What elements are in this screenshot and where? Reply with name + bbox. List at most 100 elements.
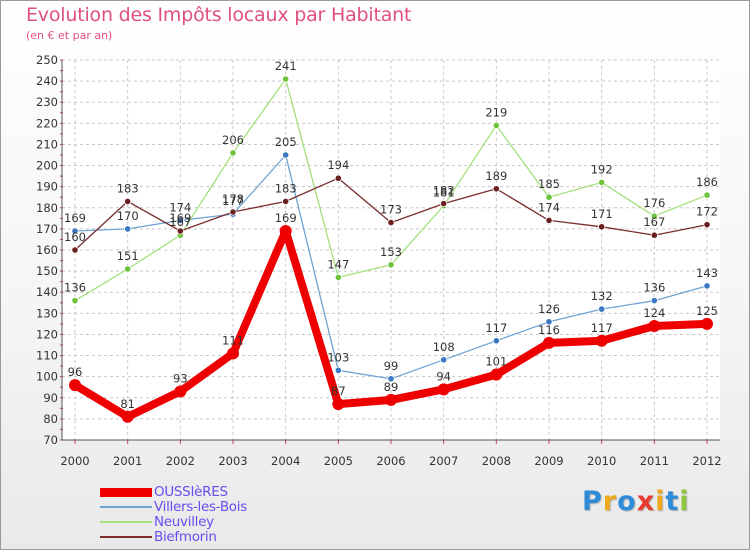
x-tick-label: 2010 (587, 454, 616, 468)
y-tick-label: 220 (36, 116, 58, 130)
y-tick-label: 160 (36, 243, 58, 257)
data-label-villers-les-bois: 99 (384, 359, 399, 373)
y-tick-label: 80 (43, 412, 58, 426)
data-point-biefmorin (124, 197, 132, 206)
x-tick-label: 2012 (692, 454, 721, 468)
data-point-villers-les-bois (650, 297, 658, 305)
data-label-biefmorin: 160 (64, 230, 86, 244)
data-point-oussi-res (490, 368, 503, 381)
x-tick-label: 2000 (60, 454, 89, 468)
logo-letter: t (665, 486, 680, 517)
legend-swatch-biefmorin (100, 536, 152, 538)
data-label-biefmorin: 182 (433, 184, 455, 198)
data-label-biefmorin: 167 (643, 215, 665, 229)
data-point-biefmorin (545, 216, 553, 225)
legend-swatch-neuvilley (100, 521, 152, 523)
data-label-biefmorin: 169 (169, 211, 191, 225)
data-label-biefmorin: 171 (591, 207, 613, 221)
data-label-neuvilley: 219 (485, 105, 507, 119)
x-tick-label: 2006 (376, 454, 405, 468)
data-point-neuvilley (492, 121, 500, 130)
data-point-neuvilley (229, 149, 237, 157)
y-tick-label: 90 (43, 391, 58, 405)
data-label-oussi-res: 169 (275, 211, 297, 225)
data-label-oussi-res: 117 (591, 321, 613, 335)
data-label-villers-les-bois: 126 (538, 302, 560, 316)
data-point-oussi-res (227, 347, 239, 360)
data-point-neuvilley (598, 178, 606, 187)
data-point-biefmorin (440, 199, 448, 208)
data-point-neuvilley (650, 212, 658, 220)
legend-label-villers-les-bois: Villers-les-Bois (154, 499, 247, 515)
x-tick-label: 2002 (166, 454, 195, 468)
y-tick-label: 230 (36, 95, 58, 109)
data-point-villers-les-bois (492, 337, 500, 345)
data-point-villers-les-bois (334, 366, 342, 374)
data-label-neuvilley: 241 (275, 59, 297, 73)
data-label-oussi-res: 124 (643, 306, 665, 320)
data-point-villers-les-bois (71, 227, 79, 235)
data-label-oussi-res: 89 (384, 380, 399, 394)
proxiti-logo: Proxiti (582, 486, 690, 517)
data-point-villers-les-bois (124, 225, 132, 233)
data-point-oussi-res (121, 410, 134, 423)
data-label-biefmorin: 172 (696, 205, 718, 219)
data-point-biefmorin (492, 185, 500, 193)
x-tick-label: 2005 (324, 454, 353, 468)
y-tick-label: 180 (36, 201, 58, 215)
data-label-neuvilley: 206 (222, 133, 244, 147)
data-point-villers-les-bois (703, 282, 711, 290)
data-label-neuvilley: 167 (169, 215, 191, 229)
y-tick-label: 190 (36, 180, 58, 194)
data-point-neuvilley (387, 261, 395, 269)
data-label-oussi-res: 87 (331, 384, 346, 398)
data-label-neuvilley: 185 (538, 177, 560, 191)
y-tick-label: 70 (43, 433, 58, 447)
data-label-oussi-res: 116 (538, 323, 560, 337)
data-point-oussi-res (174, 385, 187, 398)
data-point-villers-les-bois (440, 356, 448, 364)
data-point-oussi-res (279, 225, 292, 237)
data-point-biefmorin (334, 174, 342, 182)
data-point-biefmorin (650, 231, 658, 239)
y-tick-label: 120 (36, 327, 58, 341)
data-label-biefmorin: 194 (327, 158, 349, 172)
logo-letter: x (636, 486, 656, 517)
data-point-biefmorin (229, 208, 237, 216)
data-point-neuvilley (282, 75, 290, 83)
y-tick-label: 210 (36, 137, 58, 151)
data-point-oussi-res (385, 393, 397, 406)
logo-letter: i (679, 486, 690, 517)
x-tick-label: 2008 (482, 454, 511, 468)
data-point-villers-les-bois (598, 305, 606, 313)
data-label-villers-les-bois: 132 (591, 289, 613, 303)
data-point-biefmorin (703, 221, 711, 229)
data-point-villers-les-bois (176, 216, 184, 225)
x-tick-label: 2011 (640, 454, 669, 468)
y-tick-label: 110 (36, 349, 58, 363)
data-label-biefmorin: 173 (380, 203, 402, 217)
legend-label-biefmorin: Biefmorin (154, 529, 217, 545)
data-label-biefmorin: 183 (275, 181, 297, 195)
data-label-biefmorin: 189 (485, 169, 507, 183)
data-label-oussi-res: 96 (68, 365, 83, 379)
y-tick-label: 200 (36, 159, 58, 173)
data-point-oussi-res (437, 383, 450, 396)
legend-label-neuvilley: Neuvilley (154, 514, 214, 530)
data-point-neuvilley (703, 191, 711, 199)
data-label-villers-les-bois: 103 (327, 350, 349, 364)
data-label-villers-les-bois: 108 (433, 340, 455, 354)
logo-letter: r (602, 486, 618, 517)
data-label-neuvilley: 192 (591, 162, 613, 176)
y-tick-label: 140 (36, 285, 58, 299)
data-point-villers-les-bois (545, 318, 553, 326)
chart-subtitle: (en € et par an) (26, 29, 113, 42)
y-tick-label: 150 (36, 264, 58, 278)
x-tick-label: 2003 (218, 454, 247, 468)
data-label-neuvilley: 176 (643, 196, 665, 210)
data-point-biefmorin (176, 227, 184, 235)
data-label-oussi-res: 111 (222, 333, 244, 347)
data-point-biefmorin (282, 197, 290, 206)
y-tick-label: 170 (36, 222, 58, 236)
data-label-villers-les-bois: 136 (643, 281, 665, 295)
